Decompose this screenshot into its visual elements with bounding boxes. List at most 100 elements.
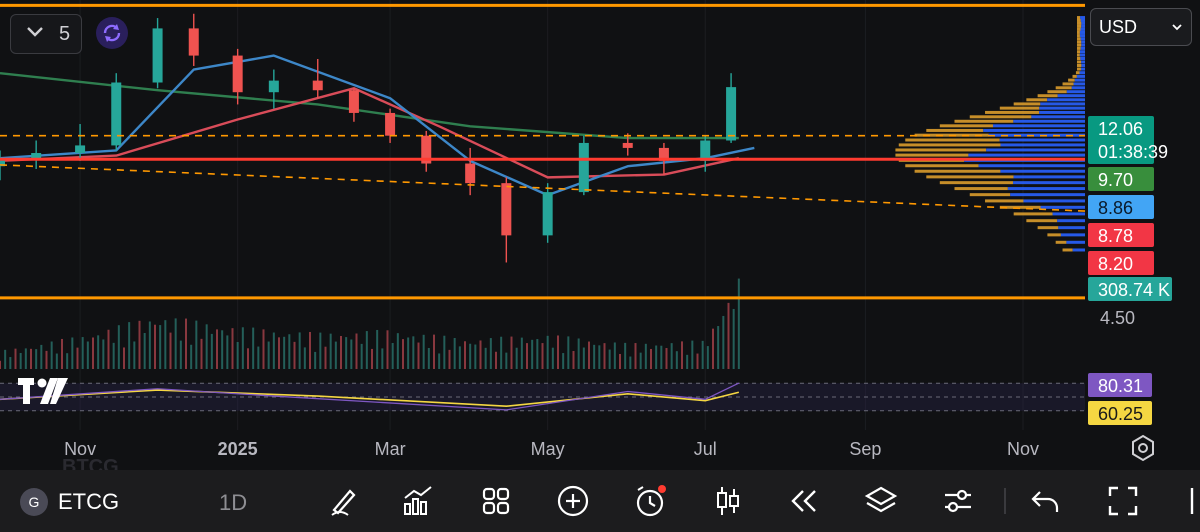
- chart-settings-icon[interactable]: [1128, 433, 1158, 468]
- volume-bar: [567, 336, 570, 369]
- volume-profile-bar: [969, 115, 1032, 119]
- volume-profile-bar: [1062, 82, 1074, 86]
- volume-profile-bar: [1073, 82, 1085, 86]
- volume-profile-bar: [1013, 175, 1085, 179]
- alert-icon[interactable]: [633, 484, 667, 518]
- volume-bar: [169, 332, 172, 369]
- volume-bar: [345, 337, 348, 369]
- volume-bar: [701, 340, 704, 369]
- volume-bar: [148, 321, 151, 369]
- volume-profile-bar: [914, 169, 1001, 173]
- volume-profile-bar: [1079, 71, 1085, 75]
- volume-profile-bar: [1013, 119, 1085, 123]
- volume-bar: [66, 353, 69, 369]
- volume-bar: [40, 344, 43, 369]
- x-tick-label: May: [531, 439, 565, 459]
- volume-profile-bar: [986, 148, 1085, 152]
- volume-profile-bar: [1023, 199, 1085, 203]
- volume-bar: [19, 352, 22, 369]
- volume-bar: [469, 343, 472, 369]
- volume-bar: [376, 329, 379, 369]
- volume-profile-bar: [1080, 27, 1085, 31]
- rsi-line: [0, 382, 740, 411]
- volume-profile-bar: [1080, 67, 1085, 71]
- volume-bar: [92, 337, 94, 369]
- layouts-icon[interactable]: [479, 484, 513, 518]
- replay-icon[interactable]: [787, 484, 821, 518]
- candle-body: [232, 55, 243, 93]
- volume-profile-bar: [1013, 181, 1085, 185]
- volume-profile-bar: [1072, 74, 1077, 78]
- volume-bar: [293, 341, 296, 369]
- indicator-collapse-button[interactable]: 5: [10, 14, 82, 54]
- price-label-text: 9.70: [1098, 170, 1133, 190]
- moving-average-line: [0, 54, 755, 197]
- symbol-selector[interactable]: G ETCG: [20, 488, 119, 516]
- volume-profile-bar: [1081, 60, 1085, 64]
- volume-bar: [531, 339, 534, 369]
- volume-profile-bar: [1039, 106, 1085, 110]
- volume-bar: [644, 343, 647, 369]
- add-icon[interactable]: [556, 484, 590, 518]
- volume-profile-bar: [1047, 90, 1067, 94]
- volume-bar: [443, 335, 446, 369]
- volume-profile-bar: [1066, 90, 1085, 94]
- volume-bar: [510, 336, 513, 369]
- volume-profile-bar: [1077, 30, 1080, 34]
- settings-icon[interactable]: [941, 484, 975, 518]
- volume-profile-bar: [898, 143, 1001, 147]
- candle-body: [658, 147, 669, 161]
- volume-profile-bar: [1010, 193, 1085, 197]
- x-tick-label: Nov: [64, 439, 96, 459]
- volume-bar: [412, 336, 415, 369]
- volume-bar: [433, 334, 435, 369]
- horizontal-levels[interactable]: [0, 3, 1086, 300]
- volume-bar: [14, 348, 17, 369]
- volume-bar: [102, 339, 105, 369]
- toolbar-divider: [1004, 488, 1006, 514]
- volume-bar: [371, 348, 373, 369]
- layers-icon[interactable]: [864, 484, 898, 518]
- volume-profile-bar: [985, 110, 1040, 114]
- refresh-icon[interactable]: [96, 17, 128, 49]
- volume-profile-bar: [1077, 37, 1081, 41]
- volume-profile-bar: [895, 153, 969, 157]
- volume-profile-bar: [985, 199, 1024, 203]
- volume-bar: [365, 331, 368, 369]
- volume-bar: [453, 338, 456, 369]
- candle-body: [188, 28, 199, 56]
- volume-bar: [582, 347, 585, 369]
- indicators-icon[interactable]: [401, 484, 435, 518]
- fullscreen-icon[interactable]: [1106, 484, 1140, 518]
- volume-profile-bar: [1077, 53, 1080, 57]
- volume-bar: [572, 350, 575, 369]
- volume-profile-bar: [1047, 233, 1061, 237]
- candles: [0, 13, 737, 263]
- volume-bar: [128, 322, 131, 369]
- volume-bar: [598, 345, 601, 369]
- candle-body: [268, 80, 279, 93]
- volume-bar: [458, 346, 461, 369]
- currency-select[interactable]: USD: [1090, 8, 1192, 46]
- draw-icon[interactable]: [326, 484, 360, 518]
- volume-profile-bar: [1066, 240, 1085, 244]
- volume-bar: [138, 320, 141, 369]
- moving-average-line: [0, 87, 740, 179]
- volume-profile-bar: [1081, 63, 1085, 67]
- volume-bar: [593, 344, 596, 369]
- toolbar-overflow-icon[interactable]: [1182, 484, 1200, 518]
- volume-bar: [619, 353, 621, 369]
- volume-bar: [247, 348, 249, 369]
- candle-body: [152, 28, 163, 83]
- volume-bar: [417, 342, 420, 369]
- volume-profile-bar: [1077, 24, 1082, 28]
- volume-profile-bar: [895, 148, 987, 152]
- undo-icon[interactable]: [1028, 484, 1062, 518]
- price-label-box: [1088, 223, 1154, 247]
- volume-bar: [309, 331, 311, 369]
- volume-profile-bar: [954, 187, 1008, 191]
- chart-type-icon[interactable]: [711, 484, 745, 518]
- interval-selector[interactable]: 1D: [219, 490, 248, 515]
